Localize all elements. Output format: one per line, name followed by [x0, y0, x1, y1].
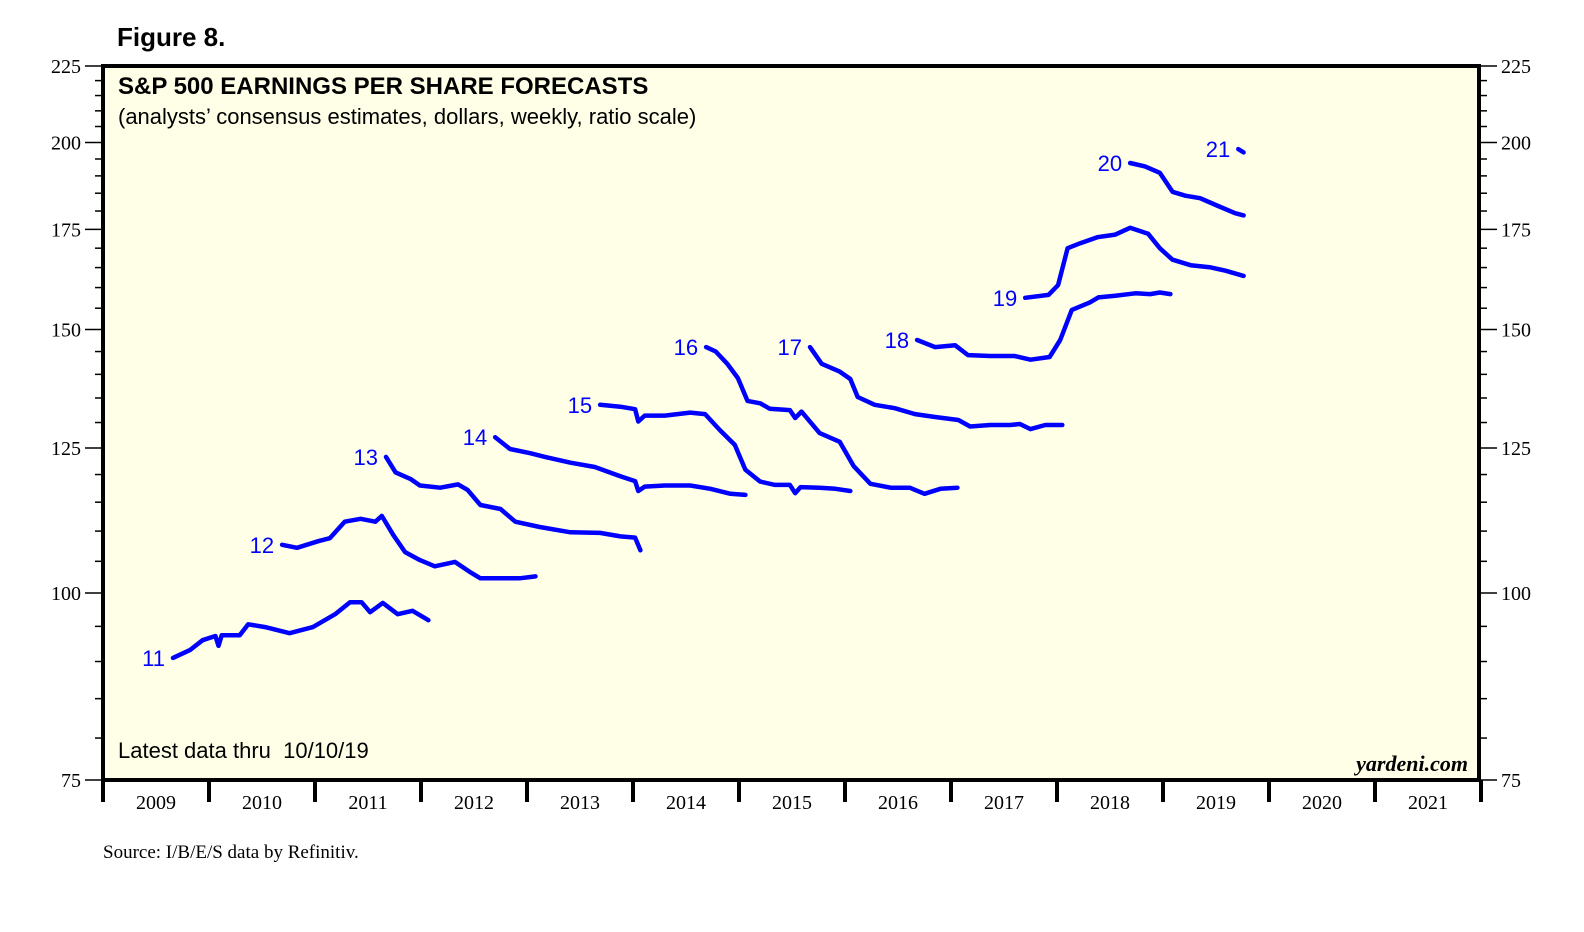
series-label-16: 16: [674, 335, 698, 360]
plot-background: [103, 66, 1479, 780]
x-tick-label: 2009: [136, 792, 176, 814]
latest-data-annotation: Latest data thru 10/10/19: [118, 738, 369, 763]
figure-label: Figure 8.: [117, 22, 226, 52]
y-axis-left: 75 100 125 150 175 200 225: [51, 56, 103, 792]
y-tick-label-right: 175: [1501, 219, 1531, 241]
y-tick-label-left: 75: [61, 770, 81, 792]
series-line-12: [279, 513, 538, 581]
x-tick-label: 2010: [242, 792, 282, 814]
x-axis: 2009 2010 2011 2012 2013 2014 2015 2016 2017 2018…: [101, 780, 1483, 814]
x-tick-label: 2019: [1196, 792, 1236, 814]
x-tick-label: 2013: [560, 792, 600, 814]
source-note: Source: I/B/E/S data by Refinitiv.: [103, 842, 359, 863]
series-label-18: 18: [885, 328, 909, 353]
y-tick-label-left: 225: [51, 56, 81, 78]
x-tick-label: 2016: [878, 792, 918, 814]
series-lines: [170, 146, 1246, 661]
series-line-16: [703, 344, 960, 497]
y-axis-right: 75 100 125 150 175 200 225: [1479, 56, 1531, 792]
series-line-18: [914, 290, 1173, 362]
series-label-12: 12: [250, 533, 274, 558]
y-tick-label-left: 100: [51, 583, 81, 605]
series-line-21: [1236, 146, 1246, 155]
x-tick-label: 2018: [1090, 792, 1130, 814]
y-tick-label-right: 100: [1501, 583, 1531, 605]
series-label-14: 14: [463, 425, 487, 450]
x-tick-label: 2020: [1302, 792, 1342, 814]
chart-title: S&P 500 EARNINGS PER SHARE FORECASTS: [118, 73, 648, 100]
x-tick-label: 2021: [1408, 792, 1448, 814]
series-label-20: 20: [1098, 151, 1122, 176]
x-tick-label: 2012: [454, 792, 494, 814]
series-line-19: [1022, 225, 1246, 301]
y-tick-label-right: 200: [1501, 133, 1531, 155]
series-labels: 11 12 13 14 15 16 17 18 19 20 21: [142, 137, 1230, 671]
x-tick-label: 2017: [984, 792, 1024, 814]
y-tick-label-right: 75: [1501, 770, 1521, 792]
x-tick-label: 2011: [348, 792, 387, 814]
series-label-13: 13: [354, 445, 378, 470]
series-line-13: [383, 454, 643, 553]
series-line-11: [170, 599, 431, 661]
series-line-17: [807, 344, 1065, 432]
series-label-15: 15: [568, 393, 592, 418]
y-tick-label-left: 200: [51, 133, 81, 155]
series-label-19: 19: [993, 286, 1017, 311]
x-tick-label: 2015: [772, 792, 812, 814]
series-label-11: 11: [142, 646, 165, 671]
series-line-14: [492, 434, 748, 498]
series-label-21: 21: [1206, 137, 1230, 162]
series-label-17: 17: [778, 335, 802, 360]
chart-subtitle: (analysts’ consensus estimates, dollars,…: [118, 104, 696, 129]
series-line-20: [1127, 160, 1246, 218]
y-tick-label-left: 150: [51, 320, 81, 342]
x-tick-label: 2014: [666, 792, 706, 814]
y-tick-label-left: 125: [51, 438, 81, 460]
y-tick-label-left: 175: [51, 219, 81, 241]
y-tick-label-right: 150: [1501, 320, 1531, 342]
y-tick-label-right: 225: [1501, 56, 1531, 78]
watermark: yardeni.com: [1353, 751, 1468, 776]
y-tick-label-right: 125: [1501, 438, 1531, 460]
series-line-15: [597, 402, 853, 496]
